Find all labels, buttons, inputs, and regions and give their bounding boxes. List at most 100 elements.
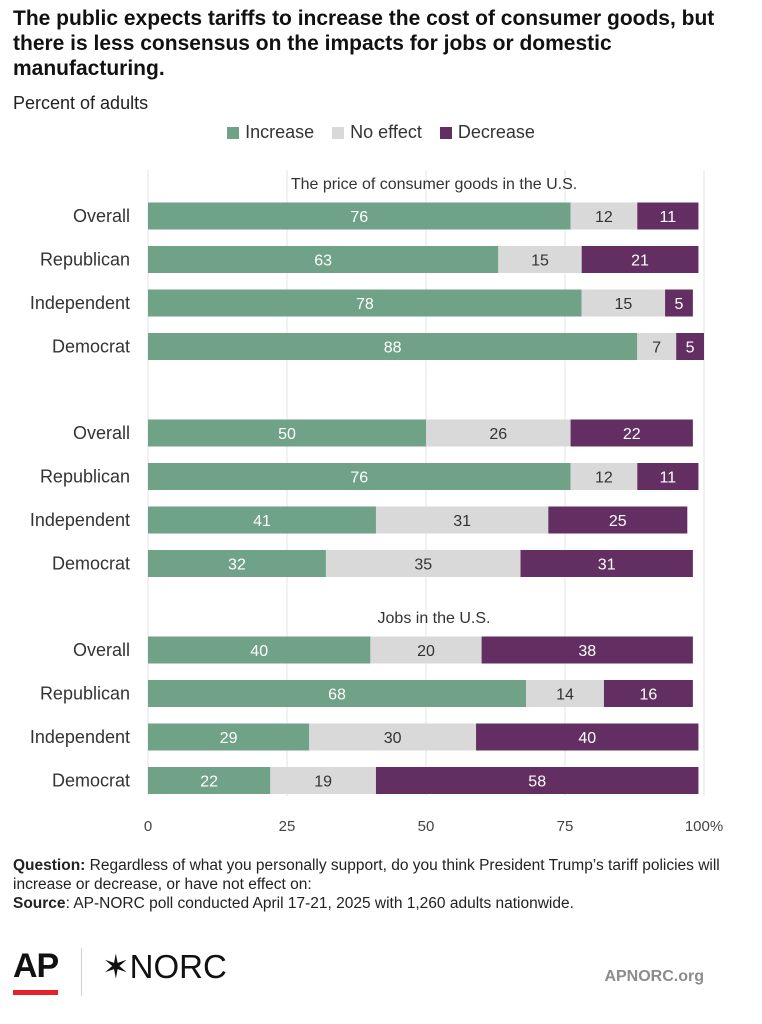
ap-logo-underline bbox=[13, 990, 58, 995]
bar-increase bbox=[148, 550, 326, 577]
bar-decrease bbox=[476, 723, 699, 751]
category-label: Democrat bbox=[52, 554, 130, 574]
question-label: Question: bbox=[13, 857, 86, 874]
data-label-increase: 68 bbox=[328, 687, 346, 704]
bar-no-effect bbox=[370, 636, 482, 664]
legend-swatch-increase bbox=[227, 126, 240, 139]
data-label-no-effect: 12 bbox=[595, 470, 613, 487]
data-label-no-effect: 15 bbox=[531, 253, 549, 270]
category-label: Democrat bbox=[52, 337, 130, 357]
source-note: Source: AP-NORC poll conducted April 17-… bbox=[13, 894, 748, 913]
data-label-decrease: 22 bbox=[623, 426, 641, 443]
question-note: Question: Regardless of what you persona… bbox=[13, 856, 748, 894]
group-label: Jobs in the U.S. bbox=[378, 610, 491, 627]
category-label: Independent bbox=[30, 510, 130, 530]
category-label: Independent bbox=[30, 293, 130, 313]
data-label-increase: 32 bbox=[228, 557, 246, 574]
footnote: Question: Regardless of what you persona… bbox=[13, 856, 748, 913]
bar-no-effect bbox=[270, 767, 376, 794]
bar-decrease bbox=[481, 636, 693, 664]
bar-no-effect bbox=[498, 246, 582, 273]
data-label-decrease: 11 bbox=[660, 470, 677, 487]
data-label-increase: 76 bbox=[350, 209, 368, 226]
norc-star-icon: ✶ bbox=[102, 948, 130, 985]
norc-logo: ✶NORC bbox=[102, 947, 227, 986]
category-label: Republican bbox=[40, 684, 130, 704]
bar-increase bbox=[148, 636, 371, 664]
bar-increase bbox=[148, 506, 376, 534]
legend: Increase No effect Decrease bbox=[0, 122, 762, 143]
data-label-increase: 78 bbox=[356, 296, 374, 313]
bar-increase bbox=[148, 723, 310, 751]
x-tick-label: 100% bbox=[685, 818, 723, 835]
logo-divider bbox=[81, 948, 82, 996]
bar-decrease bbox=[665, 289, 693, 317]
data-label-no-effect: 30 bbox=[384, 730, 402, 747]
x-tick-label: 50 bbox=[418, 818, 435, 835]
legend-label-no-effect: No effect bbox=[350, 122, 422, 142]
data-label-decrease: 11 bbox=[660, 209, 677, 226]
bar-decrease bbox=[570, 419, 693, 447]
data-label-decrease: 21 bbox=[631, 253, 649, 270]
chart-subtitle: Percent of adults bbox=[13, 93, 149, 113]
category-label: Independent bbox=[30, 727, 130, 747]
data-label-no-effect: 14 bbox=[556, 687, 574, 704]
bar-no-effect bbox=[581, 289, 666, 317]
data-label-no-effect: 20 bbox=[417, 643, 435, 660]
data-label-increase: 88 bbox=[384, 340, 402, 357]
legend-swatch-decrease bbox=[439, 126, 452, 139]
bar-decrease bbox=[375, 767, 699, 794]
category-label: Overall bbox=[73, 640, 130, 660]
bar-decrease bbox=[676, 333, 704, 360]
bar-increase bbox=[148, 767, 271, 794]
bar-increase bbox=[148, 246, 499, 273]
bar-no-effect bbox=[526, 680, 604, 707]
bar-increase bbox=[148, 463, 571, 490]
data-label-no-effect: 26 bbox=[489, 426, 507, 443]
data-label-decrease: 31 bbox=[598, 557, 616, 574]
bar-no-effect bbox=[570, 463, 638, 490]
legend-label-decrease: Decrease bbox=[457, 122, 535, 142]
bar-increase bbox=[148, 289, 582, 317]
data-label-decrease: 5 bbox=[686, 340, 695, 357]
category-label: Overall bbox=[73, 206, 130, 226]
category-label: Republican bbox=[40, 250, 130, 270]
ap-logo: AP bbox=[13, 947, 59, 985]
legend-item-decrease: Decrease bbox=[439, 122, 535, 143]
data-label-decrease: 5 bbox=[675, 296, 684, 313]
data-label-no-effect: 12 bbox=[595, 209, 613, 226]
x-tick-label: 25 bbox=[279, 818, 296, 835]
source-label: Source bbox=[13, 895, 66, 912]
bar-increase bbox=[148, 419, 426, 447]
data-label-decrease: 16 bbox=[640, 687, 658, 704]
bar-no-effect bbox=[637, 333, 677, 360]
data-label-decrease: 40 bbox=[578, 730, 596, 747]
chart-title: The public expects tariffs to increase t… bbox=[13, 7, 715, 80]
bar-decrease bbox=[603, 680, 693, 707]
category-label: Democrat bbox=[52, 771, 130, 791]
bar-increase bbox=[148, 680, 527, 707]
data-label-increase: 41 bbox=[253, 513, 271, 530]
legend-label-increase: Increase bbox=[245, 122, 315, 142]
data-label-increase: 22 bbox=[200, 774, 218, 791]
data-label-no-effect: 7 bbox=[652, 340, 661, 357]
category-label: Republican bbox=[40, 467, 130, 487]
bar-no-effect bbox=[309, 723, 477, 751]
bar-no-effect bbox=[375, 506, 549, 534]
data-label-no-effect: 19 bbox=[314, 774, 332, 791]
norc-logo-text: NORC bbox=[129, 948, 227, 985]
data-label-increase: 29 bbox=[220, 730, 238, 747]
data-label-increase: 40 bbox=[250, 643, 268, 660]
bar-decrease bbox=[581, 246, 699, 273]
legend-item-no-effect: No effect bbox=[332, 122, 422, 143]
data-label-decrease: 25 bbox=[609, 513, 627, 530]
data-label-no-effect: 35 bbox=[414, 557, 432, 574]
bar-increase bbox=[148, 202, 571, 230]
category-label: Overall bbox=[73, 423, 130, 443]
bar-no-effect bbox=[426, 419, 571, 447]
legend-item-increase: Increase bbox=[227, 122, 314, 143]
data-label-increase: 76 bbox=[350, 470, 368, 487]
site-url: APNORC.org bbox=[604, 968, 704, 985]
legend-swatch-no-effect bbox=[332, 126, 345, 139]
bar-no-effect bbox=[570, 202, 638, 230]
